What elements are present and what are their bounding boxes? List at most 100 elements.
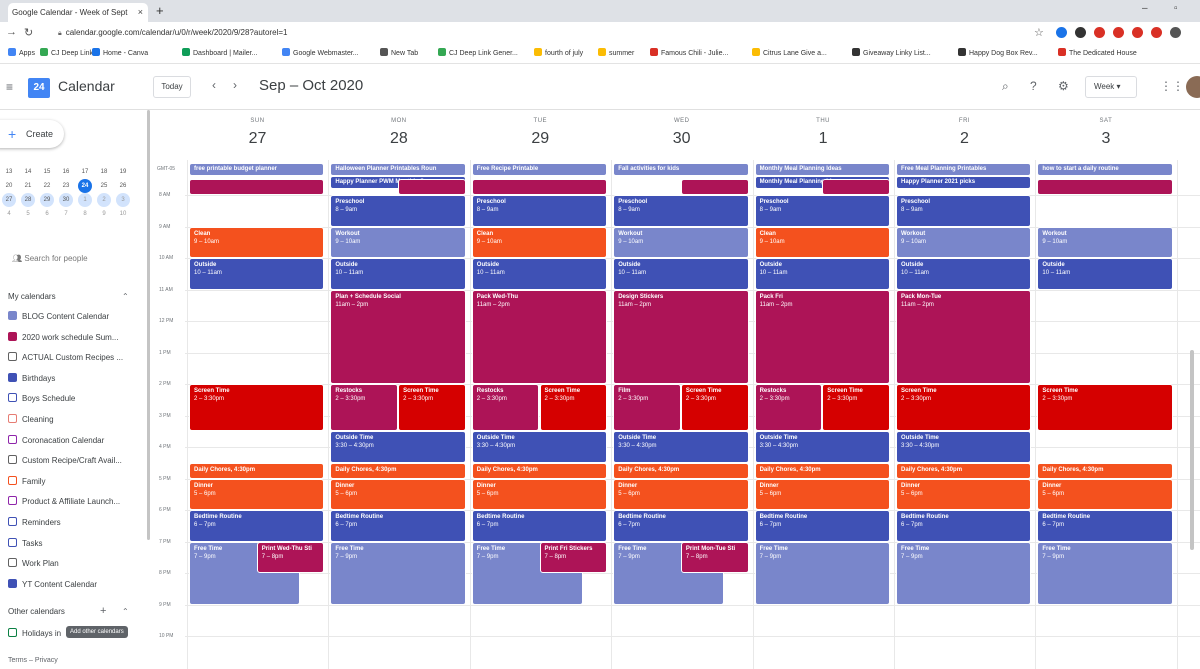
calendar-event[interactable]: Free Time 7 – 9pm [471, 541, 583, 605]
reload-icon[interactable]: ↻ [24, 27, 34, 39]
mini-calendar-day[interactable]: 28 [21, 193, 35, 207]
calendar-list-item[interactable]: Reminders [8, 514, 138, 532]
calendar-event[interactable]: Outside 10 – 11am [754, 258, 890, 290]
mini-calendar-day[interactable]: 6 [45, 211, 49, 217]
close-tab-icon[interactable]: × [137, 7, 143, 17]
collapse-other-calendars-icon[interactable]: ⌃ [122, 607, 129, 616]
calendar-event[interactable]: Workout 9 – 10am [896, 226, 1032, 258]
calendar-event[interactable]: Dinner 5 – 6pm [754, 478, 890, 510]
all-day-event[interactable]: Fall activities for kids [613, 163, 749, 176]
extension-icon[interactable] [1075, 27, 1086, 38]
apps-grid-icon[interactable]: ⋮⋮ [1160, 79, 1184, 93]
mini-calendar-day[interactable]: 15 [43, 169, 51, 175]
calendar-event[interactable]: Workout 9 – 10am [1037, 226, 1173, 258]
day-number[interactable]: 3 [1101, 130, 1111, 147]
day-number[interactable]: 27 [248, 130, 267, 147]
day-number[interactable]: 30 [672, 130, 691, 147]
calendar-event[interactable] [398, 179, 466, 195]
mini-calendar-day[interactable]: 14 [24, 169, 32, 175]
calendar-event[interactable]: Screen Time 2 – 3:30pm [1037, 384, 1173, 432]
calendar-event[interactable]: Screen Time 2 – 3:30pm [539, 384, 608, 432]
calendar-event[interactable]: Outside Time 3:30 – 4:30pm [896, 431, 1032, 463]
star-icon[interactable]: ☆ [1034, 27, 1044, 39]
bookmark-item[interactable]: The Dedicated House [1058, 48, 1137, 57]
calendar-checkbox-icon[interactable] [8, 434, 17, 444]
settings-gear-icon[interactable]: ⚙ [1058, 79, 1069, 93]
calendar-checkbox-icon[interactable] [8, 558, 17, 568]
calendar-event[interactable]: Bedtime Routine 6 – 7pm [330, 510, 466, 542]
account-avatar[interactable] [1186, 76, 1200, 98]
calendar-event[interactable]: Outside 10 – 11am [613, 258, 749, 290]
calendar-event[interactable]: Bedtime Routine 6 – 7pm [613, 510, 749, 542]
calendar-event[interactable]: Restocks 2 – 3:30pm [754, 384, 823, 432]
search-icon[interactable]: ⌕ [1002, 79, 1009, 93]
mini-calendar-day[interactable]: 26 [119, 183, 127, 189]
calendar-event[interactable]: Bedtime Routine 6 – 7pm [896, 510, 1032, 542]
bookmark-item[interactable]: Famous Chili - Julie... [650, 48, 728, 57]
calendar-event[interactable]: Workout 9 – 10am [613, 226, 749, 258]
mini-calendar-day[interactable]: 4 [7, 211, 11, 217]
main-menu-icon[interactable]: ≡ [6, 80, 14, 94]
calendar-event[interactable]: Daily Chores, 4:30pm [330, 462, 466, 479]
next-week-icon[interactable]: › [233, 78, 237, 92]
calendar-event[interactable]: Print Mon-Tue Sti 7 – 8pm [680, 541, 749, 573]
calendar-event[interactable]: Outside 10 – 11am [1037, 258, 1173, 290]
my-calendars-title[interactable]: My calendars [8, 292, 56, 301]
calendar-event[interactable]: Daily Chores, 4:30pm [1037, 462, 1173, 479]
calendar-checkbox-icon[interactable] [8, 311, 17, 320]
calendar-event[interactable]: Pack Wed-Thu 11am – 2pm [471, 289, 608, 384]
calendar-event[interactable]: Free Time 7 – 9pm [1037, 541, 1173, 605]
calendar-event[interactable]: Free Time 7 – 9pm [330, 541, 466, 605]
calendar-list-item[interactable]: Boys Schedule [8, 390, 138, 408]
grid-scrollbar[interactable] [1190, 350, 1194, 550]
help-icon[interactable]: ? [1030, 79, 1037, 93]
calendar-event[interactable] [1037, 179, 1173, 195]
calendar-event[interactable]: Preschool 8 – 9am [896, 195, 1032, 227]
day-header[interactable]: WED 30 [611, 110, 752, 148]
calendar-list-item[interactable]: Custom Recipe/Craft Avail... [8, 452, 138, 470]
sidebar-scrollbar[interactable] [147, 110, 150, 540]
mini-calendar-day[interactable]: 1 [78, 193, 92, 207]
calendar-event[interactable]: Free Time 7 – 9pm [896, 541, 1032, 605]
calendar-event[interactable]: Screen Time 2 – 3:30pm [822, 384, 890, 432]
calendar-event[interactable]: Workout 9 – 10am [330, 226, 466, 258]
bookmark-item[interactable]: Google Webmaster... [282, 48, 359, 57]
day-number[interactable]: 28 [389, 130, 408, 147]
all-day-event[interactable]: how to start a daily routine [1037, 163, 1173, 176]
day-number[interactable]: 2 [960, 130, 969, 147]
mini-calendar-day[interactable]: 7 [64, 211, 68, 217]
calendar-list-item[interactable]: Birthdays [8, 370, 138, 388]
calendar-event[interactable]: Dinner 5 – 6pm [1037, 478, 1173, 510]
calendar-event[interactable]: Screen Time 2 – 3:30pm [398, 384, 466, 432]
calendar-event[interactable]: Bedtime Routine 6 – 7pm [754, 510, 890, 542]
calendar-event[interactable]: Preschool 8 – 9am [330, 195, 466, 227]
calendar-checkbox-icon[interactable] [8, 578, 17, 588]
calendar-list-item[interactable]: Work Plan [8, 555, 138, 573]
url-field[interactable]: 🔒︎ calendar.google.com/calendar/u/0/r/wee… [58, 25, 1038, 41]
calendar-event[interactable]: Outside Time 3:30 – 4:30pm [471, 431, 608, 463]
calendar-event[interactable]: Bedtime Routine 6 – 7pm [189, 510, 325, 542]
all-day-event[interactable]: Free Meal Planning Printables [896, 163, 1032, 176]
minimize-icon[interactable]: – [1142, 3, 1148, 14]
bookmark-item[interactable]: Home - Canva [92, 48, 148, 57]
calendar-event[interactable]: Screen Time 2 – 3:30pm [680, 384, 749, 432]
calendar-event[interactable] [822, 179, 890, 195]
all-day-event[interactable]: Free Recipe Printable [471, 163, 608, 176]
bookmark-item[interactable]: fourth of july [534, 48, 583, 57]
calendar-list-item[interactable]: Holidays in [8, 625, 138, 643]
search-people-input[interactable]: 👥︎ Search for people [8, 248, 136, 270]
extension-icon[interactable] [1094, 27, 1105, 38]
view-selector[interactable]: Week ▾ [1085, 76, 1137, 98]
mini-calendar-day[interactable]: 3 [116, 193, 130, 207]
calendar-event[interactable]: Preschool 8 – 9am [471, 195, 608, 227]
calendar-event[interactable]: Dinner 5 – 6pm [330, 478, 466, 510]
extension-icon[interactable] [1151, 27, 1162, 38]
bookmark-item[interactable]: summer [598, 48, 634, 57]
calendar-event[interactable] [471, 179, 608, 195]
calendar-event[interactable]: Outside Time 3:30 – 4:30pm [330, 431, 466, 463]
calendar-event[interactable]: Restocks 2 – 3:30pm [471, 384, 540, 432]
new-tab-button[interactable]: + [156, 3, 164, 18]
forward-icon[interactable]: → [6, 26, 17, 38]
calendar-event[interactable]: Plan + Schedule Social 11am – 2pm [330, 289, 466, 384]
calendar-event[interactable]: Outside Time 3:30 – 4:30pm [613, 431, 749, 463]
